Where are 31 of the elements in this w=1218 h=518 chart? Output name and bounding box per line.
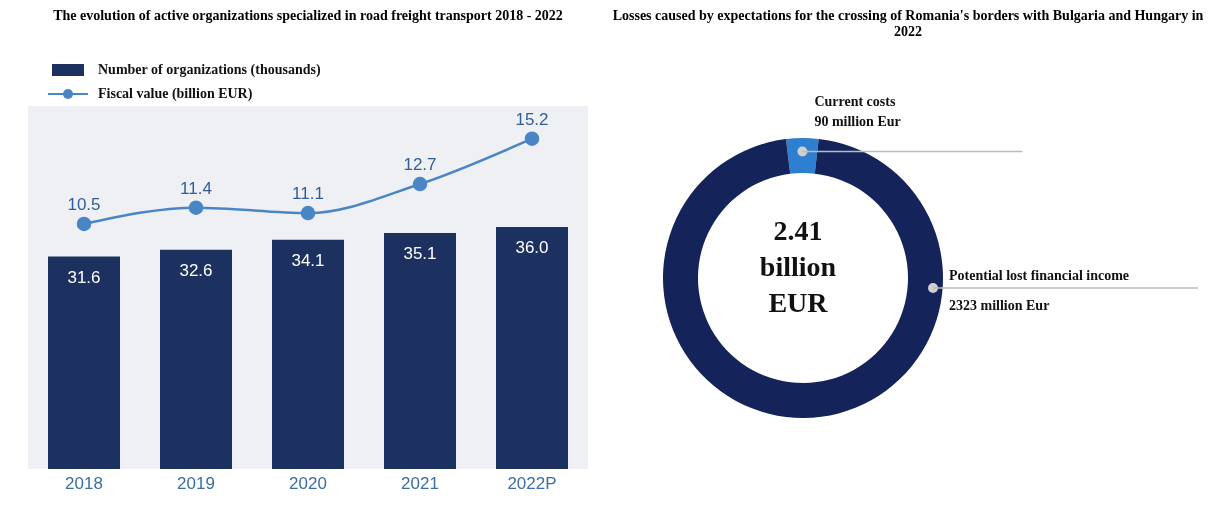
data-label: 35.1 (403, 244, 437, 264)
data-label: 31.6 (67, 267, 101, 287)
data-label: 11.1 (292, 184, 324, 204)
text: 2.41 billion EUR (758, 214, 838, 320)
data-label: 90 million Eur (814, 114, 901, 129)
point (188, 200, 204, 215)
data-label: 11.4 (180, 178, 212, 198)
data-label: 34.1 (291, 250, 325, 270)
chart-title: The evolution of active organizations specialized in road freight transport 2018 - 2022 (52, 8, 564, 25)
legend-label: Fiscal value (billion EUR) (98, 86, 253, 102)
slice-label: Potential lost financial income (949, 268, 1130, 283)
donut-slice (663, 138, 943, 418)
slice-label: Current costs (814, 94, 896, 109)
data-label: 10.5 (67, 194, 101, 214)
data-label: 2323 million Eur (949, 298, 1050, 313)
data-label: 36.0 (515, 238, 549, 258)
point (76, 216, 92, 232)
data-label: 12.7 (403, 155, 437, 175)
donut-slice (785, 138, 819, 174)
point (412, 176, 428, 192)
data-label: 32.6 (179, 260, 213, 280)
legend-label: Number of organizations (thousands) (98, 62, 321, 78)
data-label: 15.2 (515, 109, 549, 129)
x-tick-label: 2018 (65, 474, 103, 494)
chart-title: Losses caused by expectations for the crossing of Romania's borders with Bulgaria and Hungary in 2022 (611, 8, 1205, 41)
x-tick-label: 2021 (401, 474, 439, 494)
point (524, 131, 540, 146)
x-tick-label: 2022P (507, 474, 557, 494)
x-tick-label: 2019 (177, 474, 215, 494)
x-tick-label: 2020 (289, 474, 327, 494)
point (300, 205, 316, 221)
